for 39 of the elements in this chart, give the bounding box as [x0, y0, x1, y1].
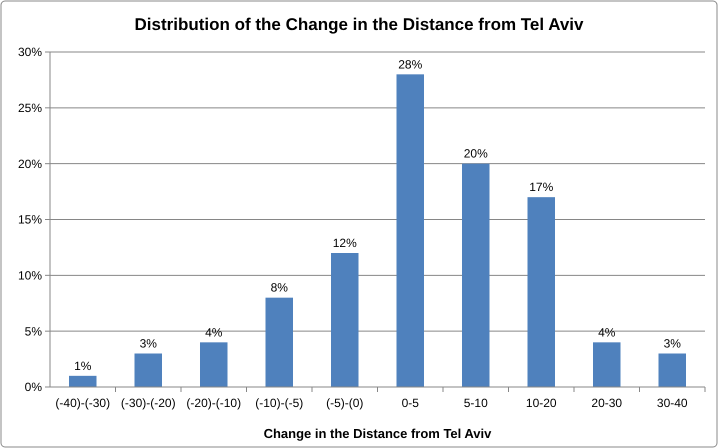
- x-tick-label: 10-20: [526, 396, 557, 410]
- data-label: 12%: [332, 236, 358, 250]
- x-tick-label: (-40)-(-30): [55, 396, 110, 410]
- data-label: 17%: [529, 180, 554, 194]
- bar: [592, 342, 621, 387]
- y-tick-label: 15%: [18, 212, 42, 227]
- bar: [68, 376, 97, 387]
- chart-title: Distribution of the Change in the Distance from Tel Aviv: [134, 15, 584, 34]
- bar: [265, 298, 294, 387]
- data-label: 3%: [664, 336, 682, 350]
- x-axis-title: Change in the Distance from Tel Aviv: [264, 426, 492, 441]
- bar: [658, 354, 686, 387]
- bar: [462, 164, 490, 387]
- x-tick-label: 5-10: [464, 396, 488, 410]
- y-tick-label: 25%: [18, 101, 42, 116]
- data-label: 28%: [398, 57, 423, 72]
- bar: [527, 197, 556, 387]
- bar: [330, 253, 359, 387]
- bar: [200, 342, 228, 387]
- x-tick-label: (-20)-(-10): [186, 396, 242, 410]
- y-tick-label: 5%: [24, 324, 42, 338]
- y-tick-label: 30%: [18, 45, 42, 60]
- y-tick-label: 0%: [24, 380, 42, 394]
- x-tick-label: (-30)-(-20): [120, 396, 176, 410]
- bar: [396, 74, 424, 387]
- x-tick-label: 20-30: [591, 396, 622, 410]
- data-label: 8%: [270, 280, 288, 295]
- data-label: 1%: [74, 358, 92, 373]
- data-label: 3%: [140, 336, 158, 350]
- x-tick-label: (-10)-(-5): [255, 396, 304, 410]
- data-label: 4%: [205, 325, 223, 340]
- bar: [134, 354, 162, 387]
- x-tick-label: 0-5: [402, 396, 420, 410]
- y-tick-label: 10%: [18, 268, 42, 283]
- data-label: 4%: [598, 325, 616, 340]
- x-tick-label: 30-40: [656, 396, 688, 410]
- data-label: 20%: [464, 146, 488, 161]
- x-tick-label: (-5)-(0): [326, 396, 364, 410]
- y-tick-label: 20%: [18, 156, 42, 171]
